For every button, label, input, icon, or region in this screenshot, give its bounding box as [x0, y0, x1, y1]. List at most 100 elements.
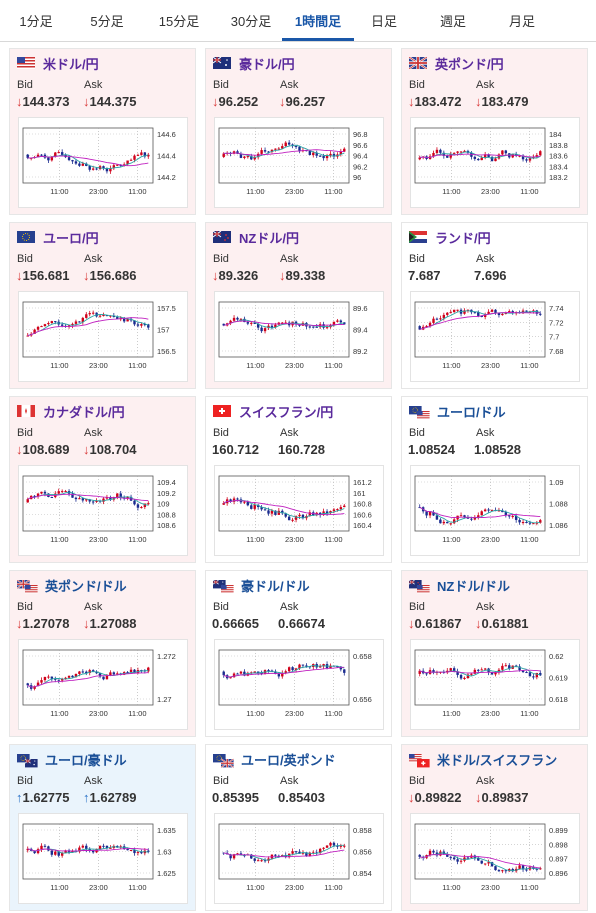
candle-body — [256, 860, 260, 862]
rate-card[interactable]: ユーロ/円 Bid Ask ↓156.681 ↓156.686 157.5 157 156.5… — [9, 222, 196, 389]
rate-card[interactable]: 豪ドル/円 Bid Ask ↓96.252 ↓96.257 96.8 96.6 96.4 96.… — [205, 48, 392, 215]
pair-name[interactable]: 米ドル/スイスフラン — [437, 752, 558, 768]
pair-name[interactable]: カナダドル/円 — [43, 404, 125, 420]
candle-body — [318, 666, 322, 668]
rate-card[interactable]: 米ドル/円 Bid Ask ↓144.373 ↓144.375 144.6 144.4 144… — [9, 48, 196, 215]
tab-4[interactable]: 30分足 — [230, 14, 272, 29]
x-tick-label: 23:00 — [481, 361, 500, 370]
bid-value: ↓89.326 — [212, 268, 258, 283]
tab-8[interactable]: 月足 — [508, 14, 535, 29]
pair-name[interactable]: ユーロ/英ポンド — [241, 752, 336, 768]
candle-body — [312, 852, 315, 854]
mini-chart[interactable]: 161.2 161 160.8 160.6 160.4 11:00 23:00 11:00 — [214, 465, 384, 556]
candle-body — [126, 318, 129, 322]
rate-card[interactable]: ユーロ/豪ドル Bid Ask ↑1.62775 ↑1.62789 1.635 1.63 1.… — [9, 744, 196, 911]
tab-6[interactable]: 日足 — [370, 14, 397, 29]
mini-chart[interactable]: 1.635 1.63 1.625 11:00 23:00 11:00 — [18, 813, 188, 904]
y-tick-label: 0.62 — [549, 652, 564, 661]
pair-name[interactable]: 豪ドル/ドル — [241, 578, 310, 594]
rate-card[interactable]: 英ポンド/円 Bid Ask ↓183.472 ↓183.479 184 183.8 183.… — [401, 48, 588, 215]
rate-card[interactable]: ユーロ/英ポンド Bid Ask 0.85395 0.85403 0.858 0.856 0.… — [205, 744, 392, 911]
pair-name[interactable]: ユーロ/豪ドル — [45, 752, 127, 768]
mini-chart[interactable]: 144.6 144.4 144.2 11:00 23:00 11:00 — [18, 117, 188, 208]
tab-1[interactable]: 1分足 — [19, 14, 53, 29]
pair-name[interactable]: ユーロ/円 — [43, 230, 99, 246]
arrow-down-icon: ↓ — [475, 790, 482, 805]
pair-name[interactable]: 英ポンド/円 — [435, 56, 504, 72]
ask-value: ↑1.62789 — [83, 790, 137, 805]
mini-chart[interactable]: 0.658 0.656 11:00 23:00 11:00 — [214, 639, 384, 730]
y-tick-label: 7.72 — [549, 318, 564, 327]
mini-chart[interactable]: 184 183.8 183.6 183.4 183.2 11:00 23:00 11:00 — [410, 117, 580, 208]
candle-body — [291, 851, 294, 854]
card-header: 英ポンド/円 — [409, 55, 504, 72]
candle-body — [102, 498, 105, 502]
candle-body — [232, 854, 236, 859]
ma-long-line — [27, 317, 149, 337]
candle-body — [136, 154, 140, 156]
candle-body — [504, 870, 508, 872]
bid-value-text: 108.689 — [22, 442, 70, 457]
ma-long-line — [419, 153, 541, 159]
tab-5[interactable]: 1時間足 — [282, 0, 354, 41]
tab-2[interactable]: 5分足 — [90, 14, 124, 29]
pair-name[interactable]: スイスフラン/円 — [239, 404, 334, 420]
candle-body — [50, 497, 54, 499]
rate-card[interactable]: ユーロ/ドル Bid Ask 1.08524 1.08528 1.09 1.088 1.086… — [401, 396, 588, 563]
tab-3[interactable]: 15分足 — [158, 14, 200, 29]
ask-value: 160.728 — [278, 442, 325, 457]
candle-body — [497, 510, 501, 512]
mini-chart[interactable]: 96.8 96.6 96.4 96.2 96 11:00 23:00 11:00 — [214, 117, 384, 208]
plot-frame — [22, 649, 154, 706]
candle-body — [449, 312, 452, 314]
candle-body — [452, 519, 456, 524]
rate-card[interactable]: スイスフラン/円 Bid Ask 160.712 160.728 161.2 161 160.… — [205, 396, 392, 563]
candle-body — [109, 847, 112, 849]
mini-chart[interactable]: 0.858 0.856 0.854 11:00 23:00 11:00 — [214, 813, 384, 904]
mini-chart[interactable]: 157.5 157 156.5 11:00 23:00 11:00 — [18, 291, 188, 382]
pair-name[interactable]: 英ポンド/ドル — [45, 578, 127, 594]
rate-card[interactable]: 英ポンド/ドル Bid Ask ↓1.27078 ↓1.27088 1.272 1.27 11… — [9, 570, 196, 737]
candle-body — [147, 503, 150, 505]
rate-card[interactable]: 豪ドル/ドル Bid Ask 0.66665 0.66674 0.658 0.656 11:0… — [205, 570, 392, 737]
ma-long-line — [419, 669, 541, 674]
card-header: 米ドル/スイスフラン — [409, 751, 558, 768]
mini-chart[interactable]: 7.74 7.72 7.7 7.68 11:00 23:00 11:00 — [410, 291, 580, 382]
candle-body — [508, 515, 511, 517]
candle-body — [432, 318, 435, 323]
pair-name[interactable]: ランド/円 — [435, 230, 491, 246]
chart-svg: 89.6 89.4 89.2 11:00 23:00 11:00 — [218, 301, 368, 370]
mini-chart[interactable]: 0.899 0.898 0.897 0.896 11:00 23:00 11:00 — [410, 813, 580, 904]
candle-body — [343, 845, 346, 847]
rate-card[interactable]: NZドル/ドル Bid Ask ↓0.61867 ↓0.61881 0.62 0.619 0.… — [401, 570, 588, 737]
x-tick-label: 23:00 — [89, 361, 108, 370]
candle-body — [253, 322, 256, 324]
mini-chart[interactable]: 0.62 0.619 0.618 11:00 23:00 11:00 — [410, 639, 580, 730]
candle-body — [47, 323, 50, 325]
mini-chart[interactable]: 1.09 1.088 1.086 11:00 23:00 11:00 — [410, 465, 580, 556]
pair-name[interactable]: NZドル/円 — [239, 230, 299, 246]
pair-name[interactable]: 米ドル/円 — [43, 56, 99, 72]
candle-body — [270, 510, 274, 514]
x-tick-label: 11:00 — [128, 709, 146, 718]
pair-name[interactable]: NZドル/ドル — [437, 578, 510, 594]
pair-name[interactable]: 豪ドル/円 — [239, 56, 295, 72]
rate-card[interactable]: カナダドル/円 Bid Ask ↓108.689 ↓108.704 109.4 109.2 1… — [9, 396, 196, 563]
ma-long-line — [223, 320, 345, 326]
rate-card[interactable]: 米ドル/スイスフラン Bid Ask ↓0.89822 ↓0.89837 0.899 0.8… — [401, 744, 588, 911]
arrow-down-icon: ↓ — [16, 442, 23, 457]
x-tick-label: 23:00 — [285, 361, 304, 370]
tab-7[interactable]: 週足 — [439, 14, 466, 29]
rate-card[interactable]: ランド/円 Bid Ask 7.687 7.696 7.74 7.72 7.7 7.68 11:0… — [401, 222, 588, 389]
rate-card[interactable]: NZドル/円 Bid Ask ↓89.326 ↓89.338 89.6 89.4 89.2 11… — [205, 222, 392, 389]
mini-chart[interactable]: 1.272 1.27 11:00 23:00 11:00 — [18, 639, 188, 730]
ask-value-text: 160.728 — [278, 442, 325, 457]
mini-chart[interactable]: 109.4 109.2 109 108.8 108.6 11:00 23:00 11:00 — [18, 465, 188, 556]
pair-name[interactable]: ユーロ/ドル — [437, 404, 506, 420]
candle-body — [518, 666, 521, 671]
candle-body — [236, 151, 239, 154]
mini-chart[interactable]: 89.6 89.4 89.2 11:00 23:00 11:00 — [214, 291, 384, 382]
candle-body — [459, 674, 463, 679]
candle-body — [483, 314, 487, 317]
candle-body — [305, 665, 308, 667]
